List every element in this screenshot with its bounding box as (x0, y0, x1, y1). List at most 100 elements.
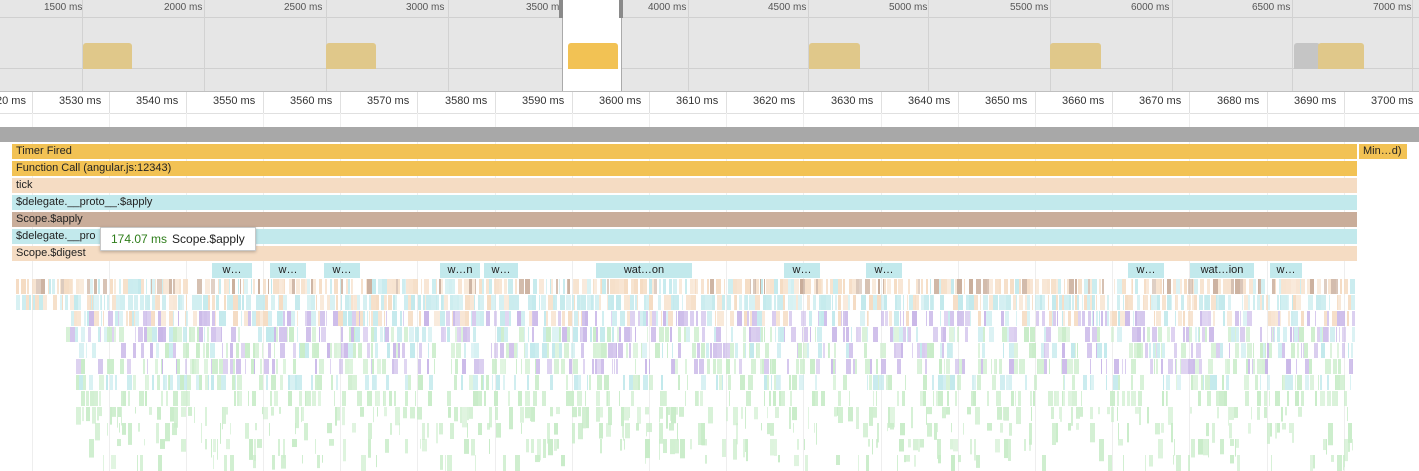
call-frame-sliver (798, 343, 802, 358)
call-frame-sliver (1066, 327, 1070, 342)
scope-digest-frame[interactable]: Scope.$digest (12, 246, 1357, 261)
call-frame-sliver (254, 359, 255, 374)
watch-frame[interactable]: w… (212, 263, 252, 278)
call-frame-sliver (299, 391, 302, 406)
call-frame-sliver (873, 407, 877, 418)
call-frame-sliver (1200, 279, 1203, 294)
function-call-frame[interactable]: Function Call (angular.js:12343) (12, 161, 1357, 176)
watch-frame[interactable]: w… (784, 263, 820, 278)
call-frame-sliver (597, 359, 601, 374)
call-frame-sliver (530, 407, 531, 422)
call-frame-sliver (229, 279, 230, 294)
call-frame-sliver (1102, 279, 1104, 294)
call-frame-sliver (666, 311, 668, 326)
call-frame-sliver (280, 375, 283, 390)
call-frame-sliver (833, 375, 836, 390)
delegate-apply-frame[interactable]: $delegate.__proto__.$apply (12, 195, 1357, 210)
timer-fired-frame[interactable]: Timer Fired (12, 144, 1357, 159)
selection-left-handle[interactable] (559, 0, 563, 18)
call-frame-sliver (255, 423, 257, 431)
call-frame-sliver (455, 311, 460, 326)
call-frame-sliver (76, 359, 81, 374)
call-frame-sliver (1211, 295, 1216, 310)
call-frame-sliver (281, 455, 286, 469)
call-frame-sliver (274, 391, 278, 406)
call-frame-sliver (701, 279, 704, 294)
call-frame-sliver (112, 407, 116, 417)
call-frame-sliver (496, 311, 497, 326)
call-frame-sliver (937, 423, 938, 433)
call-frame-sliver (1291, 311, 1293, 326)
flame-chart[interactable]: Timer Fired Min…d) Function Call (angula… (0, 113, 1419, 471)
call-frame-sliver (595, 359, 597, 374)
scope-apply-frame[interactable]: Scope.$apply (12, 212, 1357, 227)
call-frame-sliver (1016, 295, 1017, 310)
call-frame-sliver (268, 311, 272, 326)
call-frame-sliver (253, 343, 255, 358)
call-frame-sliver (220, 423, 221, 444)
call-frame-sliver (244, 311, 248, 326)
call-frame-sliver (1118, 439, 1123, 446)
call-frame-sliver (686, 295, 691, 310)
call-frame-sliver (833, 279, 838, 294)
call-frame-sliver (1338, 359, 1341, 374)
call-frame-sliver (139, 391, 144, 406)
call-frame-sliver (872, 279, 876, 294)
call-frame-sliver (90, 279, 93, 294)
call-frame-sliver (1122, 279, 1126, 294)
call-frame-sliver (655, 343, 660, 358)
call-frame-sliver (957, 327, 959, 342)
call-frame-sliver (807, 279, 811, 294)
call-frame-sliver (1166, 391, 1167, 406)
call-frame-sliver (817, 327, 822, 342)
call-frame-sliver (1235, 439, 1236, 457)
watch-frame[interactable]: w… (484, 263, 518, 278)
call-frame-sliver (1009, 343, 1010, 358)
call-frame-sliver (925, 343, 927, 358)
call-frame-sliver (1154, 359, 1155, 374)
call-frame-sliver (1064, 279, 1065, 294)
call-frame-sliver (532, 295, 536, 310)
watch-frame[interactable]: w… (270, 263, 306, 278)
call-frame-sliver (604, 375, 609, 390)
call-frame-sliver (83, 375, 86, 390)
call-frame-sliver (1075, 343, 1076, 358)
overview-selection-window[interactable] (562, 0, 622, 91)
call-frame-sliver (1288, 295, 1289, 310)
call-frame-sliver (238, 279, 239, 294)
call-frame-sliver (1168, 407, 1173, 425)
selection-right-handle[interactable] (619, 0, 623, 18)
call-frame-sliver (1184, 279, 1187, 294)
call-frame-sliver (1105, 311, 1107, 326)
timeline-overview[interactable]: 1500 ms 2000 ms 2500 ms 3000 ms 3500 ms … (0, 0, 1419, 91)
call-frame-sliver (1063, 311, 1065, 326)
watch-frame[interactable]: w… (1270, 263, 1302, 278)
call-frame-sliver (962, 359, 965, 374)
watch-frame[interactable]: w… (1128, 263, 1164, 278)
call-frame-sliver (572, 407, 577, 418)
watch-frame[interactable]: w… (324, 263, 360, 278)
call-frame-sliver (345, 359, 349, 374)
watch-frame[interactable]: wat…ion (1190, 263, 1254, 278)
grid-line (881, 113, 882, 471)
ruler-tick (263, 92, 264, 113)
delegate-proto-frame[interactable]: $delegate.__pro (12, 229, 1357, 244)
watch-frame[interactable]: w… (866, 263, 902, 278)
call-frame-sliver (1161, 423, 1164, 433)
watch-frame[interactable]: wat…on (596, 263, 692, 278)
call-frame-sliver (460, 407, 462, 424)
overview-activity-block (1318, 43, 1364, 69)
call-frame-sliver (1092, 279, 1097, 294)
call-frame-sliver (428, 327, 432, 342)
call-frame-sliver (630, 327, 632, 342)
tick-frame[interactable]: tick (12, 178, 1357, 193)
call-frame-sliver (829, 343, 830, 358)
call-frame-sliver (107, 359, 108, 374)
call-frame-sliver (211, 327, 216, 342)
min-frame[interactable]: Min…d) (1359, 144, 1407, 159)
call-frame-sliver (100, 327, 101, 342)
call-frame-sliver (1059, 407, 1060, 420)
call-frame-sliver (845, 311, 848, 326)
watch-frame[interactable]: w…n (440, 263, 480, 278)
call-frame-sliver (921, 279, 923, 294)
